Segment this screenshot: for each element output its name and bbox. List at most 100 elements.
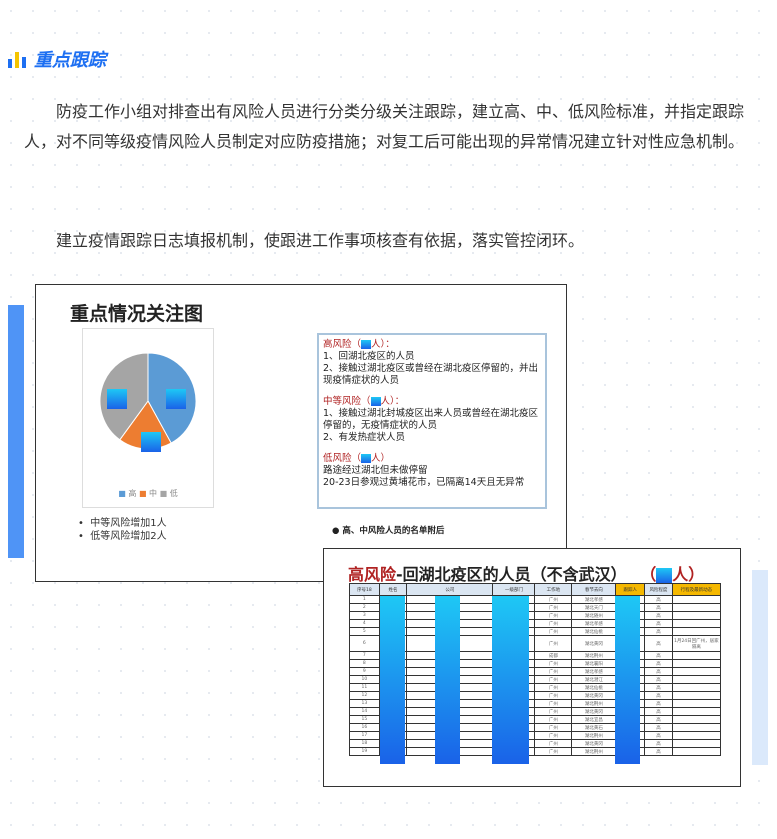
table-cell: 广州	[534, 731, 573, 740]
column-header: 公司	[406, 583, 494, 596]
table-cell: 高	[644, 651, 673, 660]
slide-title: 高风险-回湖北疫区的人员（不含武汉） （人）	[348, 565, 705, 584]
table-cell	[671, 627, 722, 636]
table-cell: 高	[644, 595, 673, 604]
table-cell	[671, 611, 722, 620]
table-cell: 1月24日回广州，居家隔离	[671, 635, 722, 652]
table-cell: 高	[644, 675, 673, 684]
table-cell: 高	[644, 691, 673, 700]
table-cell: 广州	[534, 723, 573, 732]
column-header: 工作地	[534, 583, 573, 596]
table-cell	[671, 731, 722, 740]
paragraph-1: 防疫工作小组对排查出有风险人员进行分类分级关注跟踪，建立高、中、低风险标准，并指…	[24, 102, 745, 151]
table-cell: 高	[644, 699, 673, 708]
risk-criterion: 20-23日参观过黄埔花市，已隔离14天且无异常	[323, 477, 525, 488]
table-cell: 湖北随州	[571, 611, 617, 620]
table-cell: 广州	[534, 683, 573, 692]
table-cell: 广州	[534, 611, 573, 620]
table-cell: 湖北仙桃	[571, 627, 617, 636]
table-cell: 2	[349, 603, 380, 612]
table-cell: 1	[349, 595, 380, 604]
table-cell: 广州	[534, 635, 573, 652]
table-cell: 湖北孝感	[571, 595, 617, 604]
table-row: 15 广州 湖北宜昌 高	[349, 715, 722, 724]
table-row: 12 广州 湖北黄冈 高	[349, 691, 722, 700]
table-cell: 湖北孝感	[571, 619, 617, 628]
table-cell: 12	[349, 691, 380, 700]
table-row: 18 广州 湖北黄冈 高	[349, 739, 722, 748]
table-cell: 湖北荆州	[571, 651, 617, 660]
column-header: 序号18	[349, 583, 380, 596]
table-cell: 高	[644, 723, 673, 732]
appendix-note: ● 高、中风险人员的名单附后	[332, 526, 445, 536]
table-cell	[671, 683, 722, 692]
table-cell	[671, 619, 722, 628]
table-cell: 高	[644, 667, 673, 676]
table-cell: 湖北黄冈	[571, 739, 617, 748]
risk-criterion: 2、接触过湖北疫区或曾经在湖北疫区停留的，并出现疫情症状的人员	[323, 363, 539, 386]
table-cell: 高	[644, 731, 673, 740]
redacted-count-low	[107, 389, 127, 409]
table-row: 14 广州 湖北黄冈 高	[349, 707, 722, 716]
table-cell: 高	[644, 683, 673, 692]
table-cell: 15	[349, 715, 380, 724]
high-risk-table: 序号18 姓名 公司 一级部门 工作地 春节去向 跟踪人 风险程度 行程及最新动态 1 广州 湖北孝感…	[349, 583, 722, 764]
table-cell: 高	[644, 739, 673, 748]
table-cell: 高	[644, 715, 673, 724]
decorative-bar-left	[8, 305, 24, 558]
bar-chart-icon	[8, 50, 26, 68]
table-cell	[671, 651, 722, 660]
table-cell: 湖北天门	[571, 603, 617, 612]
column-header: 风险程度	[644, 583, 673, 596]
table-row: 10 广州 湖北潜江 高	[349, 675, 722, 684]
table-cell: 高	[644, 635, 673, 652]
pie-legend: ■ 高 ■ 中 ■ 低	[118, 489, 178, 498]
risk-criterion: 路途经过湖北但未做停留	[323, 465, 428, 476]
table-cell: 广州	[534, 691, 573, 700]
risk-level-0: 高风险（ 人）： 1、回湖北疫区的人员 2、接触过湖北疫区或曾经在湖北疫区停留的，并出…	[323, 339, 541, 387]
table-cell: 广州	[534, 747, 573, 756]
table-cell: 4	[349, 619, 380, 628]
risk-definition-box: 高风险（ 人）： 1、回湖北疫区的人员 2、接触过湖北疫区或曾经在湖北疫区停留的，并出…	[317, 333, 547, 509]
table-row: 9 广州 湖北孝感 高	[349, 667, 722, 676]
table-cell: 湖北宜昌	[571, 715, 617, 724]
table-row: 4 广州 湖北孝感 高	[349, 619, 722, 628]
table-cell: 13	[349, 699, 380, 708]
redacted-trackers	[615, 596, 640, 764]
table-row: 5 广州 湖北仙桃 高	[349, 627, 722, 636]
table-cell: 广州	[534, 739, 573, 748]
legend-mid: 中	[149, 489, 158, 498]
table-cell	[671, 675, 722, 684]
table-row: 13 广州 湖北荆州 高	[349, 699, 722, 708]
table-cell: 19	[349, 747, 380, 756]
table-cell: 高	[644, 659, 673, 668]
table-row: 17 广州 湖北荆州 高	[349, 731, 722, 740]
pie-chart: ■ 高 ■ 中 ■ 低	[82, 328, 214, 508]
table-cell: 6	[349, 635, 380, 652]
table-cell: 广州	[534, 619, 573, 628]
table-cell: 9	[349, 667, 380, 676]
table-row: 16 广州 湖北黄石 高	[349, 723, 722, 732]
column-header: 跟踪人	[615, 583, 646, 596]
column-header: 春节去向	[571, 583, 617, 596]
table-cell: 广州	[534, 595, 573, 604]
table-cell: 高	[644, 627, 673, 636]
table-cell: 高	[644, 603, 673, 612]
table-cell: 湖北荆州	[571, 747, 617, 756]
table-cell: 湖北黄冈	[571, 707, 617, 716]
table-row: 19 广州 湖北荆州 高	[349, 747, 722, 756]
column-header: 一级部门	[492, 583, 536, 596]
table-cell: 湖北黄冈	[571, 691, 617, 700]
table-row: 6 广州 湖北黄冈 高 1月24日回广州，居家隔离	[349, 635, 722, 652]
table-cell: 湖北黄石	[571, 723, 617, 732]
bullet-list: • 中等风险增加1人 • 低等风险增加2人	[78, 517, 167, 543]
table-cell	[671, 739, 722, 748]
table-cell: 湖北黄冈	[571, 635, 617, 652]
table-cell	[671, 715, 722, 724]
risk-level-1: 中等风险（ 人）： 1、接触过湖北封城疫区出来人员或曾经在湖北疫区停留的，无疫情症状…	[323, 396, 541, 444]
table-cell: 高	[644, 747, 673, 756]
table-cell	[671, 595, 722, 604]
table-cell: 广州	[534, 675, 573, 684]
redacted-count-mid	[141, 432, 161, 452]
table-row: 1 广州 湖北孝感 高	[349, 595, 722, 604]
